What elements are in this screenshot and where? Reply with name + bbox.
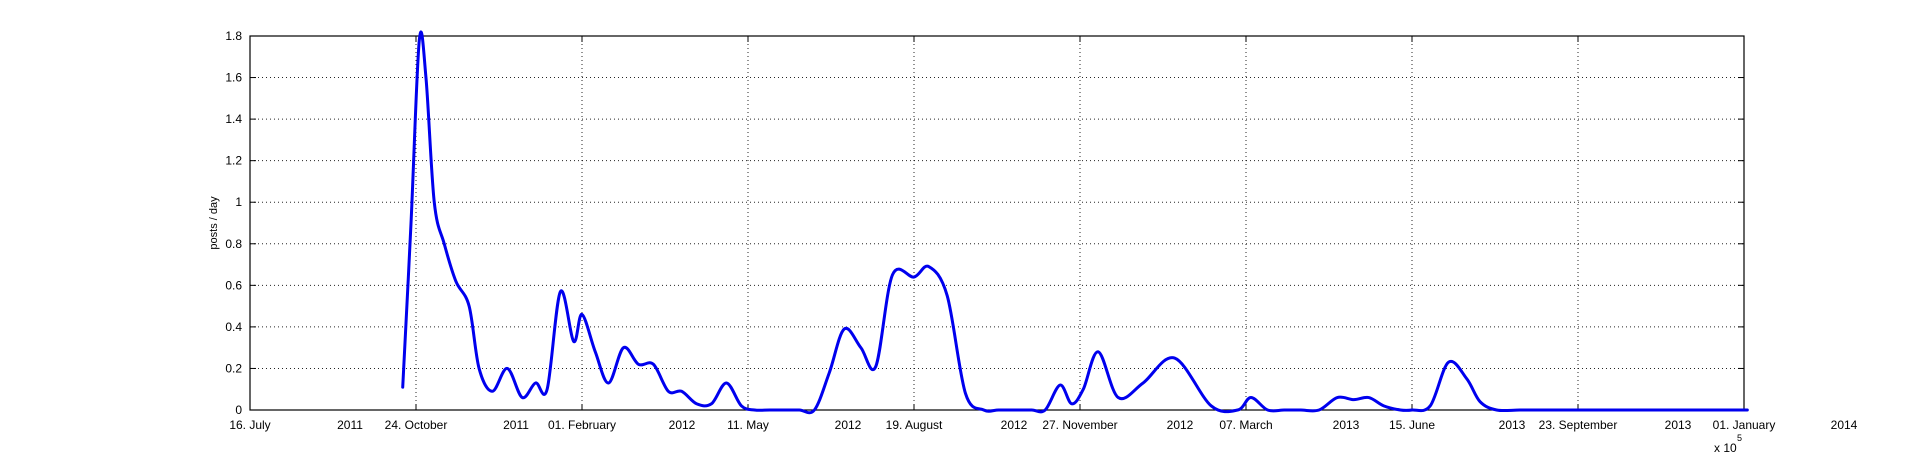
x-tick-year-label: 2011 (337, 418, 363, 432)
x-tick-year-label: 2012 (669, 418, 696, 432)
y-tick-label: 1.2 (225, 154, 242, 168)
x-tick-label: 01. January (1713, 418, 1776, 432)
y-tick-label: 1.4 (225, 112, 242, 126)
y-tick-label: 0.6 (225, 278, 242, 292)
x-tick-year-label: 2012 (1001, 418, 1028, 432)
x-tick-label: 27. November (1042, 418, 1117, 432)
x-tick-label: 19. August (886, 418, 943, 432)
x-tick-label: 16. July (229, 418, 270, 432)
x-tick-year-label: 2012 (1167, 418, 1194, 432)
x-tick-year-label: 2013 (1499, 418, 1526, 432)
series-layer (401, 30, 1749, 415)
y-tick-label: 0 (235, 403, 242, 417)
series-line (401, 30, 1749, 415)
y-tick-label: 0.8 (225, 237, 242, 251)
x-tick-label: 23. September (1539, 418, 1618, 432)
x-tick-year-label: 2011 (503, 418, 529, 432)
x-tick-label: 24. October (385, 418, 448, 432)
y-tick-label: 0.4 (225, 320, 242, 334)
grid (250, 36, 1744, 410)
x-tick-label: 15. June (1389, 418, 1435, 432)
x-axis-multiplier: x 10 (1714, 441, 1737, 455)
x-tick-year-label: 2013 (1333, 418, 1360, 432)
y-tick-label: 0.2 (225, 361, 242, 375)
x-tick-year-label: 2014 (1831, 418, 1858, 432)
y-tick-label: 1.6 (225, 71, 242, 85)
x-axis-multiplier-exponent: 5 (1737, 433, 1742, 443)
y-tick-label: 1.8 (225, 29, 242, 43)
x-tick-year-label: 2012 (835, 418, 862, 432)
x-tick-label: 11. May (727, 418, 769, 432)
plot-frame (249, 35, 1745, 411)
axis-ticks: 0 0.2 0.4 0.6 0.8 1 1.2 1.4 1.6 1.8 16. July 2011 24… (225, 29, 1857, 432)
x-tick-year-label: 2013 (1665, 418, 1692, 432)
x-tick-label: 07. March (1219, 418, 1272, 432)
x-tick-label: 01. February (548, 418, 616, 432)
y-axis-label: posts / day (208, 196, 220, 250)
y-tick-label: 1 (235, 195, 242, 209)
